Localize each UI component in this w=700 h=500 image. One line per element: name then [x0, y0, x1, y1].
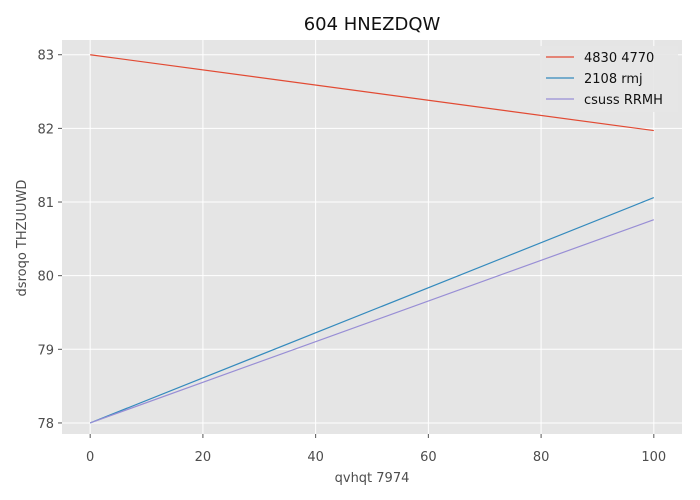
y-tick-label: 81 — [37, 196, 54, 211]
x-axis-label: qvhqt 7974 — [335, 471, 410, 486]
legend-label-2: 2108 rmj — [584, 72, 643, 87]
grid-lines — [62, 40, 682, 434]
x-tick-label: 60 — [420, 450, 437, 465]
series-line-2 — [89, 197, 655, 424]
series-line-1 — [90, 54, 654, 132]
legend-label-3: csuss RRMH — [584, 93, 663, 108]
x-tick-label: 100 — [641, 450, 666, 465]
x-tick-label: 0 — [86, 450, 94, 465]
x-tick-label: 20 — [195, 450, 212, 465]
y-tick-label: 82 — [37, 122, 54, 137]
x-tick-label: 80 — [533, 450, 550, 465]
series-line-3 — [89, 219, 655, 424]
series-lines — [89, 54, 655, 424]
y-tick-label: 78 — [37, 417, 54, 432]
y-tick-label: 83 — [37, 49, 54, 64]
y-axis-label: dsroqo THZUUWD — [15, 180, 30, 297]
y-axis-ticks: 78 79 80 81 82 83 — [37, 49, 62, 432]
y-tick-label: 79 — [37, 343, 54, 358]
x-axis-ticks: 0 20 40 60 80 100 — [86, 434, 666, 465]
legend-label-1: 4830 4770 — [584, 51, 654, 66]
y-tick-label: 80 — [37, 270, 54, 285]
chart-title: 604 HNEZDQW — [304, 14, 441, 35]
legend: 4830 4770 2108 rmj csuss RRMH — [540, 46, 678, 112]
x-tick-label: 40 — [307, 450, 324, 465]
